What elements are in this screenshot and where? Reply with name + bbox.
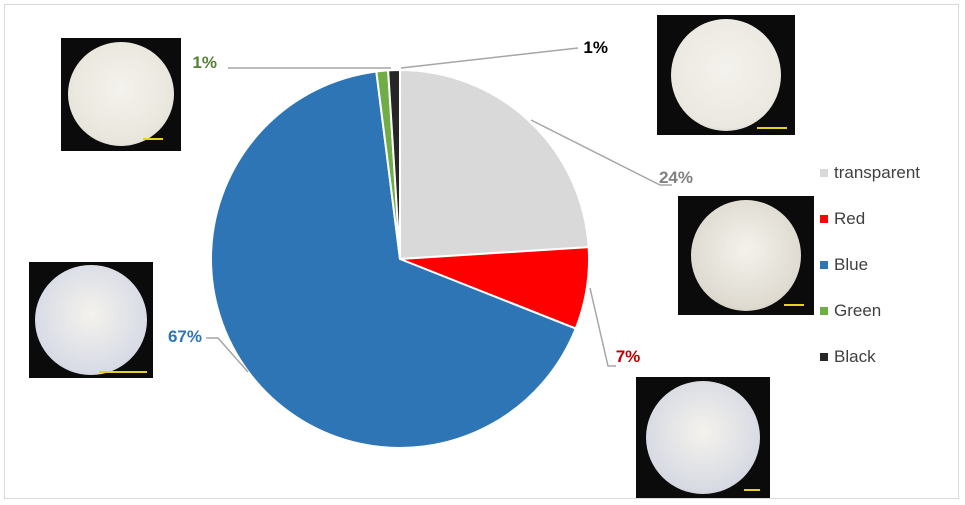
legend-swatch [820,215,828,223]
legend-swatch [820,261,828,269]
legend: transparent Red Blue Green Black [820,150,920,380]
data-label-transparent: 24% [659,168,693,187]
thumb-green-scalebar [143,138,163,140]
data-label-black: 1% [583,38,608,57]
legend-item-green: Green [820,288,920,334]
legend-label: Green [834,301,882,320]
leader-line-red [589,287,616,367]
data-label-green: 1% [192,53,217,72]
legend-label: Blue [834,255,869,274]
thumb-red-scalebar [744,489,760,491]
legend-swatch [820,307,828,315]
leader-lines [206,47,672,373]
legend-item-blue: Blue [820,242,920,288]
data-label-blue: 67% [168,327,202,346]
thumb-red [636,377,770,498]
thumb-black-scalebar [757,127,787,129]
pie-slice-blue [210,70,578,449]
thumb-red-disc [646,381,760,494]
legend-item-black: Black [820,334,920,380]
thumb-black [657,15,795,135]
legend-swatch [820,169,828,177]
legend-swatch [820,353,828,361]
legend-label: Red [834,209,866,228]
legend-item-transparent: transparent [820,150,920,196]
pie-slices [210,68,590,449]
leader-line-transparent [530,119,672,186]
pie-slice-black [387,68,401,260]
thumb-blue-scalebar [99,371,147,373]
thumb-transparent-scalebar [784,304,804,306]
thumb-transparent [678,196,814,315]
thumb-blue-disc [35,265,147,375]
thumb-blue [29,262,153,378]
thumb-transparent-disc [691,200,801,311]
thumb-green-disc [68,42,174,146]
pie-slice-transparent [399,68,590,261]
leader-line-blue [206,337,249,373]
legend-label: transparent [834,163,920,182]
thumb-green [61,38,181,151]
leader-line-black [400,47,579,69]
thumb-black-disc [671,19,781,131]
data-label-red: 7% [616,347,641,366]
legend-label: Black [834,347,876,366]
data-labels: 24% 7% 67% 1% 1% [168,38,693,366]
legend-item-red: Red [820,196,920,242]
